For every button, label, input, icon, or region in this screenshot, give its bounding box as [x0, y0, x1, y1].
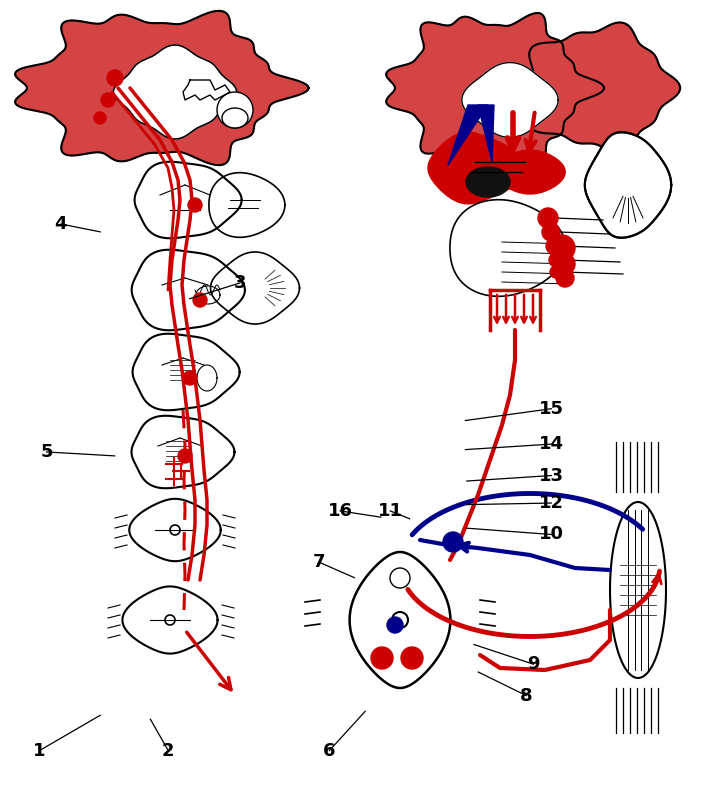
Circle shape — [387, 617, 403, 633]
Text: 6: 6 — [323, 742, 336, 759]
Text: 9: 9 — [527, 656, 540, 673]
Circle shape — [443, 532, 463, 552]
Text: 2: 2 — [162, 742, 175, 759]
Polygon shape — [132, 334, 240, 410]
Circle shape — [217, 92, 253, 128]
Circle shape — [553, 253, 575, 275]
Circle shape — [165, 615, 175, 625]
Polygon shape — [462, 63, 558, 138]
Text: 7: 7 — [312, 553, 325, 571]
Polygon shape — [197, 365, 217, 391]
Polygon shape — [113, 45, 236, 139]
Polygon shape — [130, 499, 221, 561]
Text: 12: 12 — [539, 494, 563, 512]
Circle shape — [94, 112, 106, 124]
Circle shape — [550, 266, 562, 278]
Text: 13: 13 — [539, 467, 563, 484]
Text: 5: 5 — [40, 443, 53, 461]
Polygon shape — [196, 286, 220, 304]
Text: 3: 3 — [233, 274, 246, 292]
Polygon shape — [529, 23, 680, 153]
Polygon shape — [349, 552, 450, 688]
Polygon shape — [585, 132, 671, 237]
Circle shape — [371, 647, 393, 669]
Circle shape — [193, 293, 207, 307]
Polygon shape — [122, 586, 218, 654]
Circle shape — [107, 70, 123, 86]
Text: 10: 10 — [539, 526, 563, 543]
Polygon shape — [209, 173, 285, 237]
Circle shape — [549, 253, 563, 267]
Circle shape — [392, 612, 408, 628]
Polygon shape — [183, 80, 230, 100]
Circle shape — [546, 238, 562, 254]
Text: 16: 16 — [328, 502, 352, 520]
Polygon shape — [610, 502, 666, 678]
Circle shape — [178, 449, 192, 463]
Circle shape — [538, 208, 558, 228]
Polygon shape — [15, 11, 309, 165]
Polygon shape — [211, 252, 299, 324]
Polygon shape — [135, 162, 242, 238]
Circle shape — [390, 568, 410, 588]
Circle shape — [101, 93, 115, 107]
Polygon shape — [132, 416, 235, 488]
Polygon shape — [495, 150, 565, 194]
Polygon shape — [428, 132, 522, 204]
Polygon shape — [386, 13, 604, 163]
Polygon shape — [132, 250, 245, 330]
Ellipse shape — [222, 108, 248, 128]
Circle shape — [401, 647, 423, 669]
Text: 1: 1 — [33, 742, 46, 759]
Text: 15: 15 — [539, 400, 563, 417]
Circle shape — [549, 235, 575, 261]
Polygon shape — [466, 167, 510, 197]
Circle shape — [556, 269, 574, 287]
Circle shape — [183, 371, 197, 385]
Polygon shape — [450, 200, 566, 296]
Polygon shape — [448, 105, 488, 165]
Circle shape — [188, 198, 202, 212]
Circle shape — [170, 525, 180, 535]
Circle shape — [542, 223, 560, 241]
Text: 4: 4 — [54, 215, 67, 233]
Text: 8: 8 — [520, 687, 533, 704]
Text: 14: 14 — [539, 435, 563, 453]
Text: 11: 11 — [378, 502, 402, 520]
Polygon shape — [478, 105, 494, 162]
